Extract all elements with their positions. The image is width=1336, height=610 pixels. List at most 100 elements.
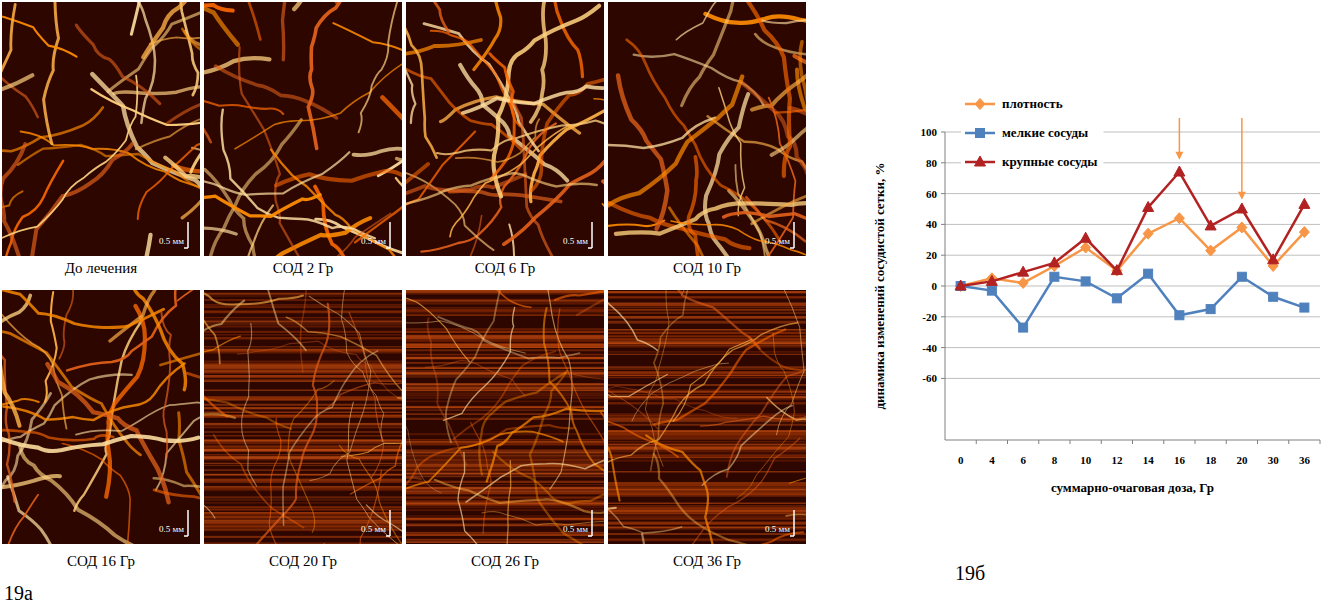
vessel — [479, 373, 565, 475]
scan-noise — [406, 331, 604, 333]
vessel — [326, 383, 402, 423]
vessel — [645, 290, 669, 466]
scan-noise — [204, 398, 402, 400]
marker — [1111, 265, 1122, 275]
scan-noise — [406, 311, 604, 312]
scan-noise — [608, 394, 806, 396]
grid-line — [945, 347, 1320, 348]
panel-label: 19а — [4, 582, 33, 604]
scan-noise — [608, 375, 806, 376]
vessel — [294, 2, 402, 9]
scan-noise — [608, 309, 806, 311]
image-caption: СОД 6 Гр — [475, 260, 536, 276]
legend-label: крупные сосуды — [1002, 154, 1097, 169]
scan-noise — [204, 320, 402, 322]
scan-noise — [406, 519, 604, 520]
scan-noise — [608, 447, 806, 449]
scale-bar — [591, 510, 593, 536]
scan-noise — [406, 345, 604, 347]
vessel — [309, 296, 371, 480]
scan-noise — [608, 482, 806, 484]
scan-noise — [406, 492, 604, 494]
vessel — [676, 2, 749, 40]
vessel — [406, 174, 525, 208]
series — [955, 166, 1310, 290]
legend-background — [961, 92, 1103, 179]
vessel — [104, 290, 186, 390]
vessel — [646, 435, 793, 544]
scan-noise — [406, 509, 604, 510]
scan-noise — [204, 365, 402, 366]
grid-line — [945, 316, 1320, 317]
x-tick — [1101, 440, 1102, 444]
scan-noise — [608, 369, 806, 370]
vessel — [204, 290, 227, 417]
x-tick-label: 30 — [1268, 454, 1280, 466]
y-tick-label: 60 — [926, 188, 938, 200]
scan-noise — [608, 344, 806, 346]
vessel — [601, 412, 604, 544]
vessel — [603, 181, 604, 245]
scan-noise — [406, 396, 604, 398]
marker — [1018, 266, 1029, 276]
vessel — [397, 2, 402, 161]
scan-noise — [406, 476, 604, 478]
scan-noise — [608, 483, 806, 485]
tile-content — [2, 290, 200, 544]
scan-noise — [204, 376, 402, 377]
scale-bar — [386, 247, 390, 249]
vessel — [396, 178, 402, 256]
x-tick — [1288, 440, 1289, 444]
vessel — [437, 121, 604, 155]
vessel — [106, 306, 145, 497]
vessel — [334, 290, 384, 442]
marker — [1081, 277, 1090, 286]
scale-bar-label: 0.5 мм — [563, 236, 588, 246]
vessel — [482, 501, 604, 525]
scan-noise — [406, 328, 604, 330]
scan-noise — [406, 518, 604, 519]
scan-noise — [406, 407, 604, 409]
vessel — [120, 235, 155, 256]
scan-noise — [204, 440, 402, 441]
scan-noise — [608, 396, 806, 398]
scan-noise — [608, 459, 806, 461]
x-tick — [1257, 440, 1258, 444]
vessel — [767, 357, 806, 422]
scan-noise — [608, 316, 806, 317]
scan-noise — [608, 316, 806, 318]
scan-noise — [406, 332, 604, 334]
vessel — [702, 406, 792, 486]
x-tick-label: 14 — [1143, 454, 1155, 466]
vessel — [18, 145, 200, 194]
scan-noise — [406, 541, 604, 543]
vessel — [608, 290, 658, 429]
x-tick — [1226, 440, 1227, 444]
scan-noise — [204, 542, 402, 543]
vessel — [398, 398, 402, 447]
legend-label: плотность — [1002, 96, 1063, 111]
scan-noise — [406, 367, 604, 369]
scan-noise — [204, 306, 402, 308]
vessel — [487, 406, 604, 482]
tile-background — [406, 2, 604, 256]
figure: 0.5 ммДо лечения0.5 ммСОД 2 Гр0.5 ммСОД … — [0, 0, 1336, 610]
image-tile: 0.5 мм — [398, 116, 947, 610]
scan-noise — [204, 474, 402, 475]
scan-noise — [406, 309, 604, 311]
scale-bar — [184, 535, 188, 537]
legend: плотностьмелкие сосудыкрупные сосуды — [961, 92, 1103, 179]
scale-bar — [790, 535, 794, 537]
vessel — [355, 139, 402, 242]
scan-noise — [608, 374, 806, 376]
scan-noise — [406, 344, 604, 346]
vessel — [608, 323, 798, 472]
image-caption: СОД 10 Гр — [673, 260, 741, 276]
vessel — [673, 339, 752, 421]
vessel — [594, 99, 604, 131]
x-tick-label: 12 — [1111, 454, 1123, 466]
x-tick-label: 20 — [1236, 454, 1248, 466]
scan-noise — [204, 365, 402, 367]
vessel — [204, 5, 233, 52]
scan-noise — [204, 469, 402, 471]
